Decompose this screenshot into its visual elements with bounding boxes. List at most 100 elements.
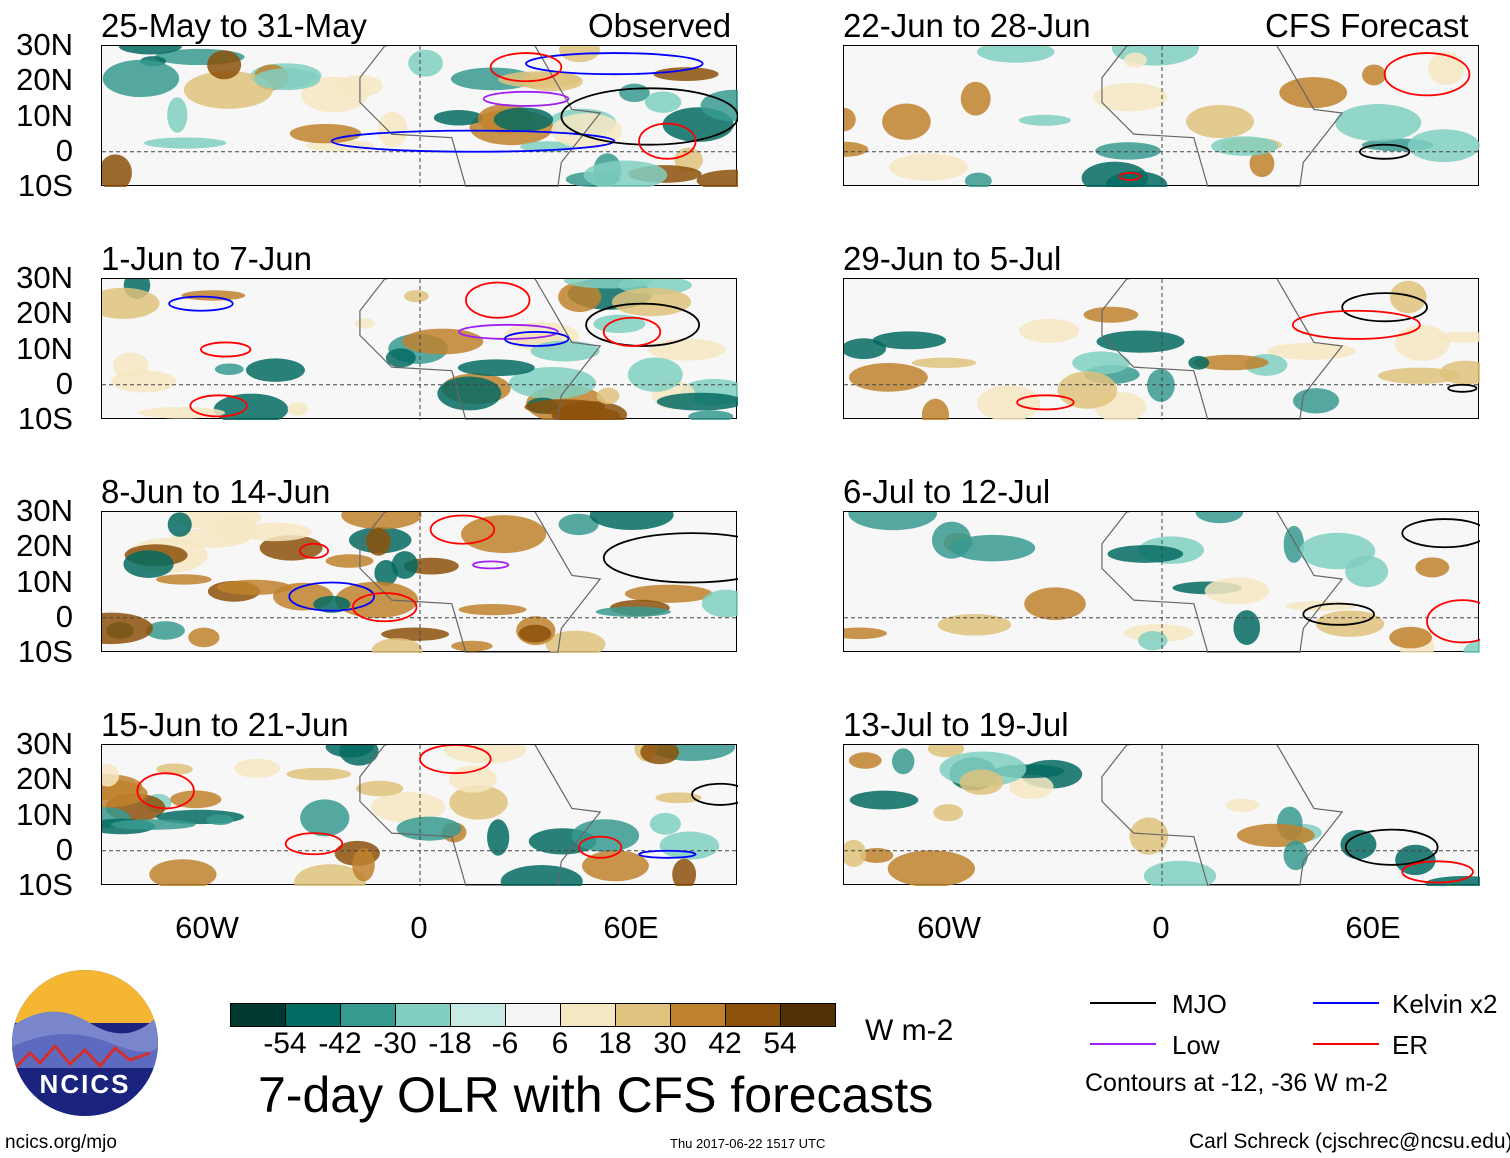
lat-tick-label: 30N <box>16 493 73 528</box>
olr-anomaly-shading <box>977 385 1041 420</box>
colorbar-tick-label: -18 <box>428 1027 472 1060</box>
er-contour <box>1383 52 1471 97</box>
olr-anomaly-shading <box>289 123 362 144</box>
olr-anomaly-shading <box>1415 557 1450 578</box>
kelvin-contour <box>503 330 570 347</box>
lat-tick-label: 0 <box>55 133 73 168</box>
olr-anomaly-shading <box>656 392 738 411</box>
lat-tick-label: 20N <box>16 62 73 97</box>
mjo-contour <box>1302 602 1375 626</box>
olr-anomaly-shading <box>1095 142 1161 160</box>
olr-anomaly-shading <box>1204 577 1270 605</box>
olr-anomaly-shading <box>1377 367 1461 384</box>
lat-tick-label: 10N <box>16 98 73 133</box>
olr-anomaly-shading <box>1186 104 1254 139</box>
olr-anomaly-shading <box>339 745 379 766</box>
observed-label: Observed <box>588 7 732 44</box>
olr-anomaly-shading <box>1335 104 1422 142</box>
lon-tick-label: 60W <box>917 910 981 945</box>
colorbar-tick-label: 6 <box>551 1027 569 1060</box>
er-contour <box>200 341 252 358</box>
colorbar-swatch <box>451 1004 506 1026</box>
olr-anomaly-shading <box>1293 388 1340 414</box>
legend-kelvin-label: Kelvin x2 <box>1392 989 1498 1019</box>
olr-anomaly-shading <box>659 831 720 860</box>
olr-anomaly-shading <box>374 560 398 586</box>
olr-anomaly-shading <box>1188 355 1210 370</box>
olr-anomaly-shading <box>889 153 969 181</box>
olr-anomaly-shading <box>245 358 305 382</box>
olr-anomaly-shading <box>493 107 554 132</box>
olr-anomaly-shading <box>207 50 242 80</box>
olr-anomaly-shading <box>1018 114 1071 126</box>
olr-anomaly-shading <box>1024 587 1086 621</box>
olr-anomaly-shading <box>644 91 682 113</box>
lon-tick-label: 60E <box>1345 910 1401 945</box>
olr-anomaly-shading <box>960 81 991 116</box>
olr-anomaly-shading <box>848 752 882 769</box>
er-contour <box>298 542 330 559</box>
lat-tick-label: 20N <box>16 295 73 330</box>
lat-tick-label: 10S <box>17 634 73 669</box>
olr-anomaly-shading <box>171 528 251 548</box>
contour-note: Contours at -12, -36 W m-2 <box>1085 1069 1388 1097</box>
timestamp: Thu 2017-06-22 1517 UTC <box>670 1136 826 1151</box>
url-text[interactable]: ncics.org/mjo <box>5 1132 117 1153</box>
credit: Carl Schreck (cjschrec@ncsu.edu) <box>1189 1130 1510 1153</box>
olr-anomaly-shading <box>381 627 450 641</box>
olr-anomaly-shading <box>931 521 972 559</box>
olr-anomaly-shading <box>404 290 429 303</box>
olr-anomaly-shading <box>1123 52 1147 68</box>
olr-anomaly-shading <box>1428 51 1465 86</box>
coastline <box>359 512 602 653</box>
colorbar-tick-label: -42 <box>318 1027 362 1060</box>
lat-tick-label: 10N <box>16 797 73 832</box>
olr-anomaly-shading <box>701 589 738 618</box>
coastline <box>1101 279 1344 420</box>
olr-anomaly-shading <box>102 287 160 319</box>
er-contour <box>602 316 662 347</box>
panel-title: 1-Jun to 7-Jun <box>101 240 312 277</box>
olr-anomaly-shading <box>437 376 502 411</box>
olr-anomaly-shading <box>391 551 418 579</box>
map-panel <box>101 278 738 420</box>
logo-text: NCICS <box>40 1069 131 1099</box>
er-contour <box>284 832 344 856</box>
colorbar-swatch <box>616 1004 671 1026</box>
colorbar-tick-label: -6 <box>491 1027 519 1060</box>
olr-anomaly-shading <box>1192 354 1269 371</box>
olr-anomaly-shading <box>352 848 375 882</box>
er-contour <box>465 281 531 319</box>
olr-anomaly-shading <box>887 850 975 886</box>
er-contour <box>638 122 697 160</box>
olr-anomaly-shading <box>443 745 527 764</box>
er-contour <box>1426 599 1480 644</box>
olr-anomaly-shading <box>156 574 212 585</box>
olr-anomaly-shading <box>234 758 281 778</box>
olr-anomaly-shading <box>371 638 423 653</box>
olr-anomaly-shading <box>1389 280 1427 314</box>
olr-anomaly-shading <box>253 68 321 91</box>
lat-tick-label: 30N <box>16 27 73 62</box>
olr-anomaly-shading <box>294 864 366 886</box>
er-contour <box>1401 860 1474 884</box>
olr-anomaly-shading <box>655 792 702 804</box>
olr-anomaly-shading <box>933 804 964 822</box>
olr-anomaly-shading <box>370 791 445 823</box>
olr-anomaly-shading <box>449 765 497 793</box>
olr-anomaly-shading <box>408 49 443 77</box>
olr-anomaly-shading <box>596 387 620 405</box>
olr-anomaly-shading <box>558 513 599 536</box>
olr-anomaly-shading <box>1395 844 1436 876</box>
olr-anomaly-shading <box>1283 525 1305 563</box>
colorbar-swatch <box>286 1004 341 1026</box>
olr-anomaly-shading <box>848 363 928 392</box>
olr-anomaly-shading <box>1266 342 1356 360</box>
olr-anomaly-shading <box>143 137 227 149</box>
legend-kelvin-line <box>1313 1002 1379 1004</box>
olr-anomaly-shading <box>593 314 646 334</box>
colorbar-swatch <box>781 1004 835 1026</box>
lat-tick-label: 20N <box>16 761 73 796</box>
er-contour <box>136 772 195 810</box>
